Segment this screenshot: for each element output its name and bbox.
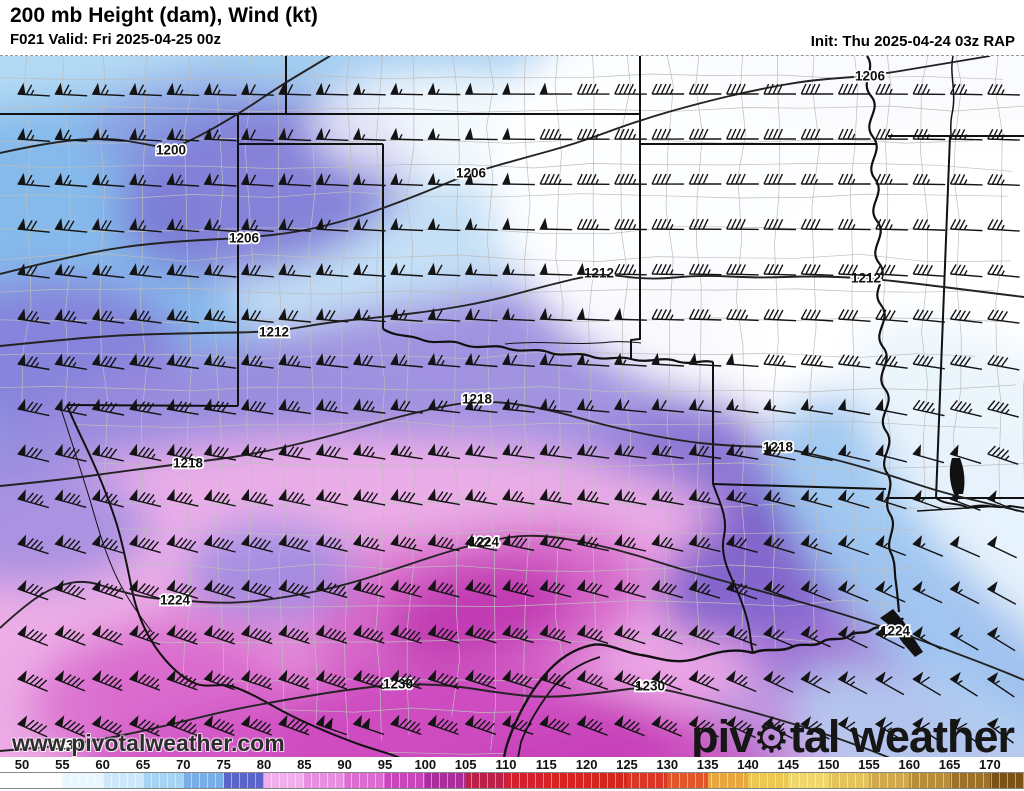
colorbar-segment bbox=[223, 773, 265, 788]
map-title: 200 mb Height (dam), Wind (kt) bbox=[10, 4, 318, 27]
logo-text-pre: piv bbox=[691, 711, 754, 757]
colorbar-tick: 100 bbox=[414, 757, 437, 772]
colorbar-tick: 110 bbox=[495, 757, 517, 772]
colorbar-segment bbox=[304, 773, 346, 788]
colorbar-segment bbox=[0, 773, 22, 788]
svg-text:1200: 1200 bbox=[156, 143, 186, 158]
colorbar-tick: 155 bbox=[858, 757, 880, 772]
colorbar-segment bbox=[62, 773, 104, 788]
colorbar-tick: 90 bbox=[337, 757, 352, 772]
colorbar-segment bbox=[949, 773, 991, 788]
map-canvas: 1200 1206 1206 1206 1212 1212 1212 1218 1218 1218… bbox=[0, 55, 1024, 757]
colorbar-segment bbox=[989, 773, 1024, 788]
wind-speed-fill bbox=[0, 56, 1024, 757]
colorbar-segment bbox=[465, 773, 507, 788]
colorbar-tick: 150 bbox=[817, 757, 840, 772]
colorbar-tick: 140 bbox=[737, 757, 759, 772]
watermark-url: www.pivotalweather.com bbox=[12, 730, 285, 756]
colorbar-tick: 160 bbox=[898, 757, 921, 772]
wind-barbs bbox=[17, 82, 1020, 744]
colorbar-tick: 55 bbox=[55, 757, 70, 772]
svg-text:1212: 1212 bbox=[584, 266, 614, 281]
svg-text:1206: 1206 bbox=[855, 69, 886, 84]
state-borders bbox=[0, 56, 1024, 757]
model-init-time: Init: Thu 2025-04-24 03z RAP bbox=[810, 33, 1015, 50]
colorbar-segment bbox=[102, 773, 144, 788]
svg-text:1224: 1224 bbox=[160, 593, 191, 608]
colorbar-segment bbox=[909, 773, 951, 788]
colorbar-segment bbox=[425, 773, 467, 788]
svg-text:1206: 1206 bbox=[229, 231, 260, 246]
colorbar-tick: 125 bbox=[616, 757, 638, 772]
header-bar: 200 mb Height (dam), Wind (kt) F021 Vali… bbox=[0, 0, 1024, 55]
colorbar-tick: 65 bbox=[135, 757, 151, 772]
colorbar-tick: 80 bbox=[256, 757, 272, 772]
colorbar-tick: 120 bbox=[575, 757, 598, 772]
colorbar-tick: 95 bbox=[377, 757, 393, 772]
colorbar-tick: 50 bbox=[14, 757, 30, 772]
colorbar-tick: 115 bbox=[535, 757, 557, 772]
colorbar-segment bbox=[22, 773, 63, 788]
colorbar-segment bbox=[747, 773, 789, 788]
county-borders bbox=[0, 56, 1024, 757]
colorbar-segment bbox=[384, 773, 426, 788]
svg-text:1206: 1206 bbox=[456, 166, 487, 181]
colorbar-segment bbox=[586, 773, 628, 788]
colorbar-segment bbox=[626, 773, 668, 788]
colorbar-tick: 135 bbox=[696, 757, 719, 772]
colorbar-segment bbox=[868, 773, 910, 788]
colorbar-tick-labels: 50 55 60 65 70 75 80 85 90 95 100 105 110 115 120 125 13… bbox=[0, 757, 1024, 772]
colorbar-segment bbox=[667, 773, 709, 788]
colorbar-tick: 85 bbox=[297, 757, 312, 772]
colorbar-tick: 105 bbox=[454, 757, 477, 772]
forecast-valid-time: F021 Valid: Fri 2025-04-25 00z bbox=[10, 31, 221, 48]
colorbar-gridlines bbox=[0, 773, 1024, 788]
svg-text:1212: 1212 bbox=[259, 325, 289, 340]
colorbar-segment bbox=[183, 773, 225, 788]
gear-icon: ⚙ bbox=[753, 715, 790, 757]
pivotal-weather-logo: piv⚙tal weather bbox=[691, 711, 1015, 757]
colorbar-segment bbox=[828, 773, 870, 788]
colorbar-segment bbox=[788, 773, 830, 788]
colorbar-segment bbox=[263, 773, 305, 788]
svg-text:1230: 1230 bbox=[51, 738, 81, 753]
colorbar-tick: 70 bbox=[176, 757, 191, 772]
colorbar-segment bbox=[707, 773, 749, 788]
colorbar-segment bbox=[344, 773, 386, 788]
colorbar-tick: 145 bbox=[777, 757, 800, 772]
colorbar-tick: 75 bbox=[216, 757, 231, 772]
colorbar-segment bbox=[142, 773, 184, 788]
colorbar-tick: 165 bbox=[938, 757, 961, 772]
colorbar-tick: 170 bbox=[979, 757, 1001, 772]
colorbar-segment bbox=[546, 773, 588, 788]
logo-text-post: tal weather bbox=[789, 711, 1015, 757]
colorbar-tick: 130 bbox=[656, 757, 679, 772]
colorbar-segment bbox=[505, 773, 547, 788]
wind-speed-colorbar bbox=[0, 772, 1024, 789]
colorbar-tick: 60 bbox=[95, 757, 110, 772]
